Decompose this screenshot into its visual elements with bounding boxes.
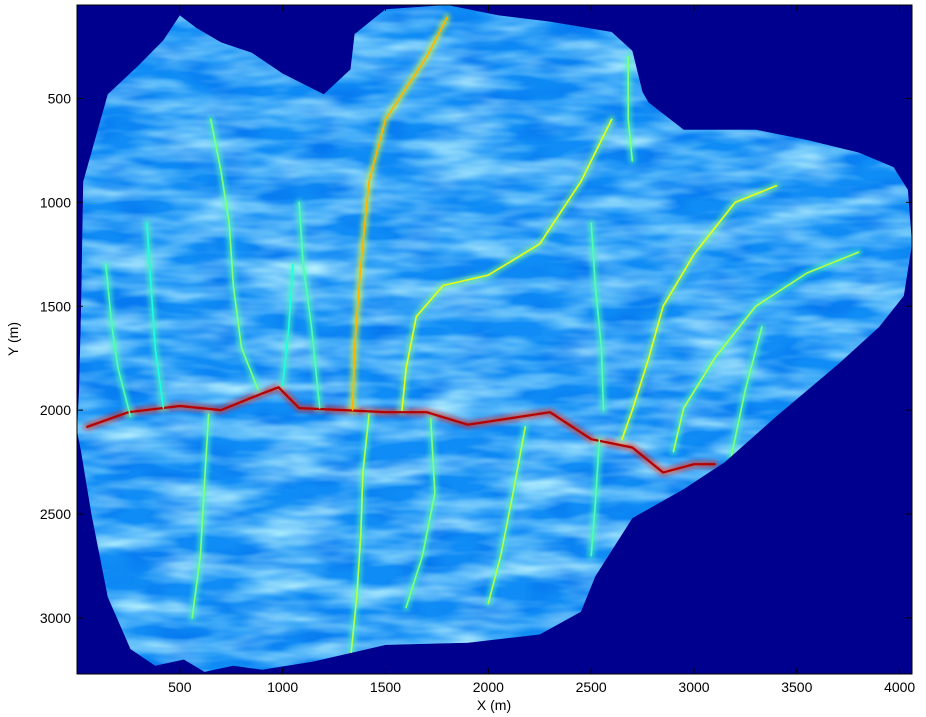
channel-line-14	[590, 222, 605, 411]
channel-line-12	[627, 56, 634, 162]
plot-frame	[76, 4, 913, 675]
y-tick-label-2: 1500	[40, 298, 71, 314]
x-tick-label-6: 3500	[781, 679, 812, 695]
channel-line-9	[105, 263, 132, 418]
channel-line-5	[349, 413, 370, 661]
y-tick-label-0: 500	[48, 90, 72, 106]
channel-line-7	[191, 413, 210, 619]
channel-line-10	[405, 417, 436, 609]
x-tick-label-3: 2000	[473, 679, 504, 695]
channel-line-13	[298, 201, 321, 409]
x-tick-label-7: 4000	[884, 679, 915, 695]
y-axis: 500 1000 1500 2000 2500 3000	[40, 90, 912, 626]
channel-line-2	[401, 118, 613, 411]
channel-line-3	[621, 185, 778, 440]
channel-line-4	[672, 251, 860, 453]
y-tick-label-1: 1000	[40, 194, 71, 210]
y-tick-label-3: 2000	[40, 402, 71, 418]
y-tick-label-5: 3000	[40, 610, 71, 626]
x-tick-label-2: 1500	[370, 679, 401, 695]
channel-line-17	[281, 263, 294, 386]
x-tick-label-4: 2500	[576, 679, 607, 695]
y-axis-label: Y (m)	[5, 322, 21, 356]
channel-lines-layer	[86, 16, 860, 661]
x-tick-label-1: 1000	[267, 679, 298, 695]
channel-line-15	[730, 326, 763, 459]
channel-line-16	[146, 222, 165, 409]
channel-line-6	[487, 426, 527, 605]
channel-line-8	[209, 118, 259, 391]
x-tick-label-5: 3000	[678, 679, 709, 695]
x-axis: 500 1000 1500 2000 2500 3000 3500 4000	[168, 5, 915, 695]
x-tick-label-0: 500	[168, 679, 192, 695]
plot-area	[77, 5, 912, 674]
channel-line-0	[86, 386, 716, 474]
x-axis-label: X (m)	[477, 697, 511, 713]
channel-line-11	[590, 438, 601, 557]
channel-line-1	[351, 16, 448, 411]
y-tick-label-4: 2500	[40, 506, 71, 522]
